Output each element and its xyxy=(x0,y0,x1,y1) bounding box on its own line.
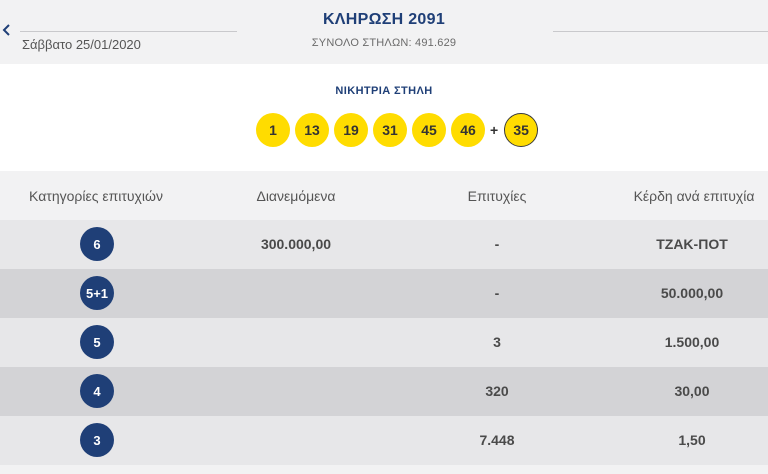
table-row: 5 3 1.500,00 xyxy=(0,318,768,367)
results-table-body: 6 300.000,00 - ΤΖΑΚ-ΠΟΤ 5+1 - 50.000,00 … xyxy=(0,220,768,465)
prize-per-winner: 1.500,00 xyxy=(664,334,720,350)
number-ball: 46 xyxy=(451,113,485,147)
draw-date: Σάββατο 25/01/2020 xyxy=(22,37,141,52)
distributed-amount: 300.000,00 xyxy=(260,236,332,252)
category-badge: 4 xyxy=(80,374,114,408)
results-table-header: Κατηγορίες επιτυχιών Διανεμόμενα Επιτυχί… xyxy=(0,171,768,220)
winners-count: 320 xyxy=(485,383,509,399)
number-ball: 1 xyxy=(256,113,290,147)
header-distributed: Διανεμόμενα xyxy=(256,188,336,204)
prize-per-winner: 30,00 xyxy=(674,383,710,399)
header-categories: Κατηγορίες επιτυχιών xyxy=(29,188,163,204)
draw-title: ΚΛΗΡΩΣΗ 2091 xyxy=(322,11,446,28)
category-badge: 5+1 xyxy=(80,276,114,310)
header-divider-left xyxy=(20,31,237,32)
table-row: 4 320 30,00 xyxy=(0,367,768,416)
draw-header: Σάββατο 25/01/2020 ΚΛΗΡΩΣΗ 2091 ΣΥΝΟΛΟ Σ… xyxy=(0,0,768,64)
number-ball: 19 xyxy=(334,113,368,147)
joker-ball: 35 xyxy=(504,113,539,147)
winning-numbers: 1 13 19 31 45 46 + 35 xyxy=(256,113,539,147)
winners-count: 3 xyxy=(493,334,501,350)
back-button[interactable] xyxy=(0,20,14,40)
winners-count: - xyxy=(494,285,500,301)
header-divider-right xyxy=(553,31,768,32)
winning-column-label: ΝΙΚΗΤΡΙΑ ΣΤΗΛΗ xyxy=(335,85,433,97)
table-row: 5+1 - 50.000,00 xyxy=(0,269,768,318)
category-badge: 3 xyxy=(80,423,114,457)
header-prize-per-winner: Κέρδη ανά επιτυχία xyxy=(633,188,755,204)
category-badge: 5 xyxy=(80,325,114,359)
winners-count: 7.448 xyxy=(479,432,515,448)
number-ball: 45 xyxy=(412,113,446,147)
category-badge: 6 xyxy=(80,227,114,261)
prize-per-winner: ΤΖΑΚ-ΠΟΤ xyxy=(656,236,728,252)
winners-count: - xyxy=(494,236,500,252)
prize-per-winner: 1,50 xyxy=(678,432,706,448)
table-row: 3 7.448 1,50 xyxy=(0,416,768,465)
number-ball: 31 xyxy=(373,113,407,147)
number-ball: 13 xyxy=(295,113,329,147)
prize-per-winner: 50.000,00 xyxy=(660,285,724,301)
header-winners: Επιτυχίες xyxy=(467,188,527,204)
plus-sign: + xyxy=(490,122,499,138)
winning-column-panel: ΝΙΚΗΤΡΙΑ ΣΤΗΛΗ 1 13 19 31 45 46 + 35 xyxy=(0,64,768,171)
chevron-left-icon xyxy=(2,24,10,36)
total-columns: ΣΥΝΟΛΟ ΣΤΗΛΩΝ: 491.629 xyxy=(311,37,457,49)
table-row: 6 300.000,00 - ΤΖΑΚ-ΠΟΤ xyxy=(0,220,768,269)
